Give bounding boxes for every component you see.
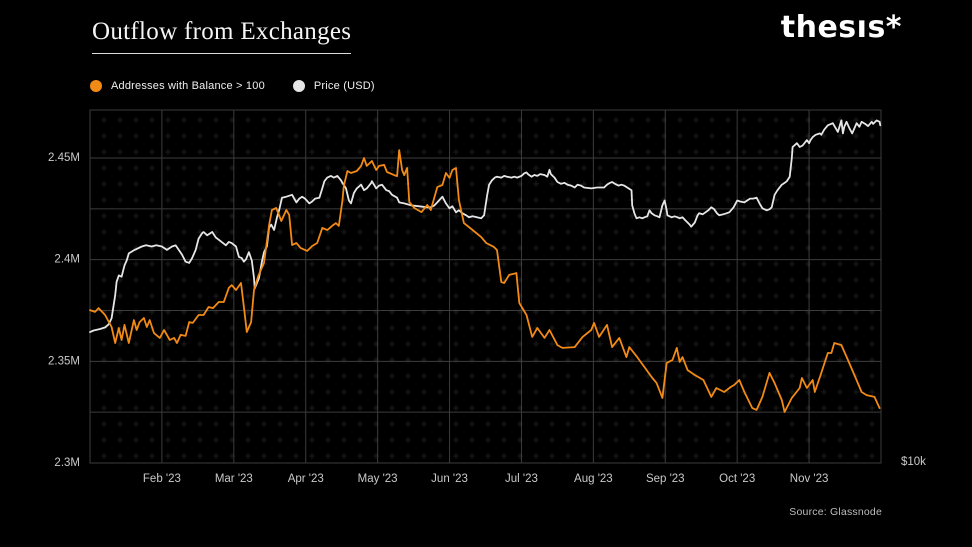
y-axis-tick-label: 2.45M [48,152,80,164]
x-axis-tick-label: Jul '23 [505,473,538,485]
series-line-price [89,119,882,334]
right-axis-label: $10k [901,456,926,468]
x-axis-tick-label: Apr '23 [288,473,324,485]
x-axis-tick-label: May '23 [358,473,398,485]
x-axis-tick-label: Mar '23 [215,473,253,485]
legend-label-addresses: Addresses with Balance > 100 [111,80,265,92]
x-axis-tick-label: Sep '23 [646,473,685,485]
y-axis-tick-label: 2.35M [48,355,80,367]
y-axis-tick-label: 2.4M [54,254,80,266]
legend-label-price: Price (USD) [313,80,375,92]
brand-logo: thesıs* [780,10,902,45]
orange-dot-icon [90,80,102,92]
x-axis-tick-label: Feb '23 [143,473,181,485]
white-dot-icon [292,80,305,92]
legend-item-addresses: Addresses with Balance > 100 [90,80,265,92]
plot-border [89,109,882,464]
x-axis-tick-label: Oct '23 [719,473,755,485]
legend: Addresses with Balance > 100 Price (USD) [90,80,375,92]
page-title: Outflow from Exchanges [92,18,352,54]
x-axis-tick-label: Jun '23 [431,473,468,485]
source-note: Source: Glassnode [789,506,882,518]
x-axis-tick-label: Aug '23 [574,473,613,485]
x-axis-tick-label: Nov '23 [790,473,829,485]
legend-item-price: Price (USD) [292,80,375,92]
y-axis-tick-label: 2.3M [54,457,80,469]
series-line-addresses [89,149,881,413]
plot-dot-pattern [90,110,881,463]
